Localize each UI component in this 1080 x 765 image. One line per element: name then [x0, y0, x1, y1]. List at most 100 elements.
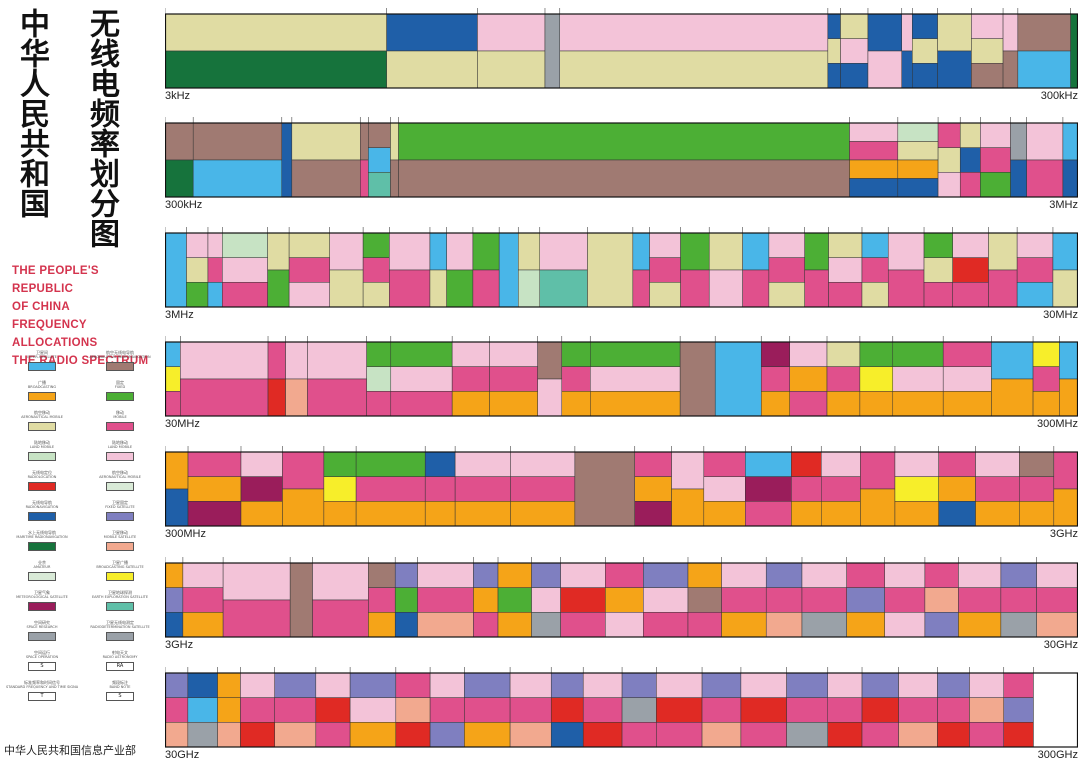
allocation-cell: [186, 257, 209, 283]
allocation-cell: [892, 391, 944, 417]
legend-swatch: S: [28, 662, 56, 671]
legend-item: 卫星间 INTER-SATELLITE: [6, 350, 78, 380]
allocation-cell: [473, 587, 499, 613]
allocation-cell: [312, 562, 369, 601]
allocation-cell: [368, 122, 391, 148]
allocation-cell: [187, 501, 242, 527]
allocation-cell: [605, 562, 644, 588]
allocation-cell: [187, 722, 218, 748]
allocation-cell: [714, 341, 762, 417]
spectrum-band: 3MHz 30MHz: [165, 227, 1078, 325]
allocation-cell: [634, 451, 672, 477]
allocation-cell: [826, 341, 861, 367]
publisher-label: 中华人民共和国信息产业部: [4, 744, 136, 757]
legend-cn-label: 无线电定位: [32, 470, 52, 475]
allocation-cell: [942, 391, 992, 417]
allocation-cell: [861, 282, 889, 308]
allocation-cell: [892, 366, 944, 392]
allocation-cell: [912, 38, 938, 64]
allocation-cell: [165, 451, 189, 490]
allocation-cell: [537, 378, 563, 417]
allocation-cell: [860, 488, 896, 527]
title-cn-line-2: 无线电频率划分图: [84, 8, 119, 248]
allocation-cell: [827, 38, 841, 64]
legend-swatch: [28, 452, 56, 461]
allocation-cell: [518, 232, 540, 271]
allocation-cell: [1016, 257, 1054, 283]
legend-item: 航空移动 AERONAUTICAL MOBILE: [6, 410, 78, 440]
spectrum-band: 3kHz 300kHz: [165, 8, 1078, 106]
allocation-cell: [192, 159, 283, 198]
allocation-cell: [975, 501, 1020, 527]
allocation-cell: [975, 476, 1020, 502]
allocation-cell: [531, 562, 561, 588]
allocation-cell: [634, 476, 672, 502]
band-frame: [165, 562, 1078, 638]
legend-item: 无线电定位 RADIOLOCATION: [6, 470, 78, 500]
allocation-cell: [222, 282, 268, 308]
allocation-cell: [649, 232, 681, 258]
legend-en-label: EARTH EXPLORATION SATELLITE: [91, 595, 149, 599]
allocation-cell: [207, 257, 223, 283]
chinese-title: 中华人民共和国 无线电频率划分图: [14, 8, 154, 248]
allocation-cell: [510, 451, 576, 477]
allocation-cell: [559, 13, 829, 52]
allocation-cell: [417, 587, 474, 613]
allocation-cell: [942, 341, 992, 367]
allocation-cell: [897, 159, 939, 179]
band-chart: [165, 117, 1078, 198]
allocation-cell: [861, 697, 899, 723]
allocation-cell: [1059, 378, 1078, 417]
allocation-cell: [182, 562, 224, 588]
allocation-cell: [165, 697, 189, 723]
allocation-cell: [267, 232, 290, 271]
legend-en-label: BROADCASTING SATELLITE: [96, 565, 144, 569]
allocation-cell: [701, 722, 742, 748]
allocation-cell: [539, 232, 588, 271]
allocation-cell: [217, 672, 241, 698]
band-start-label: 30GHz: [165, 749, 200, 761]
allocation-cell: [454, 476, 511, 502]
allocation-cell: [937, 147, 961, 173]
allocation-cell: [498, 232, 519, 308]
allocation-cell: [395, 672, 431, 698]
legend-cn-label: 卫星间: [36, 350, 48, 355]
allocation-cell: [952, 232, 989, 258]
allocation-cell: [362, 257, 390, 283]
legend-item: 水上无线电导航 MARITIME RADIONAVIGATION: [6, 530, 78, 560]
legend-cn-label: 卫星地球探测: [108, 590, 132, 595]
allocation-cell: [274, 722, 317, 748]
allocation-cell: [518, 269, 540, 308]
allocation-cell: [958, 587, 1002, 613]
allocation-cell: [323, 501, 357, 527]
allocation-cell: [165, 391, 181, 417]
allocation-cell: [938, 476, 976, 502]
allocation-cell: [165, 722, 189, 748]
allocation-cell: [980, 172, 1011, 198]
allocation-cell: [937, 697, 970, 723]
allocation-cell: [395, 722, 431, 748]
allocation-cell: [464, 672, 511, 698]
allocation-cell: [165, 50, 387, 89]
band-start-label: 300MHz: [165, 528, 206, 540]
allocation-cell: [971, 13, 1004, 39]
allocation-cell: [991, 378, 1034, 417]
allocation-cell: [561, 391, 591, 417]
allocation-cell: [574, 451, 635, 527]
allocation-cell: [768, 282, 805, 308]
allocation-cell: [959, 172, 981, 198]
allocation-cell: [740, 697, 787, 723]
spectrum-band: 30GHz 300GHz: [165, 667, 1078, 765]
allocation-cell: [531, 587, 561, 613]
allocation-cell: [560, 612, 606, 638]
allocation-cell: [1017, 50, 1071, 89]
allocation-cell: [687, 562, 722, 588]
legend-cn-label: 业余: [38, 560, 46, 565]
allocation-cell: [721, 612, 767, 638]
spectrum-band: 3GHz 30GHz: [165, 557, 1078, 655]
allocation-cell: [288, 257, 330, 283]
allocation-cell: [315, 697, 351, 723]
legend-item: 广播 BROADCASTING: [6, 380, 78, 410]
allocation-cell: [291, 159, 361, 198]
legend-cn-label: 卫星移动: [112, 530, 128, 535]
